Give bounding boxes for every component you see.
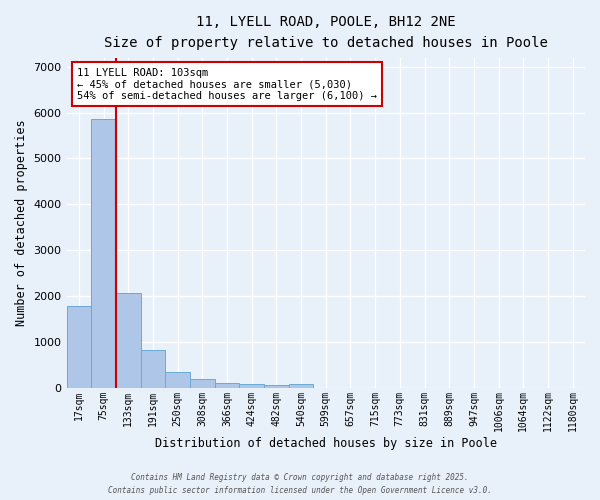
Bar bbox=[289, 384, 313, 388]
Bar bbox=[239, 384, 264, 388]
Title: 11, LYELL ROAD, POOLE, BH12 2NE
Size of property relative to detached houses in : 11, LYELL ROAD, POOLE, BH12 2NE Size of … bbox=[104, 15, 548, 50]
Text: 11 LYELL ROAD: 103sqm
← 45% of detached houses are smaller (5,030)
54% of semi-d: 11 LYELL ROAD: 103sqm ← 45% of detached … bbox=[77, 68, 377, 101]
Bar bbox=[190, 380, 215, 388]
Bar bbox=[116, 292, 140, 388]
Text: Contains HM Land Registry data © Crown copyright and database right 2025.
Contai: Contains HM Land Registry data © Crown c… bbox=[108, 474, 492, 495]
X-axis label: Distribution of detached houses by size in Poole: Distribution of detached houses by size … bbox=[155, 437, 497, 450]
Y-axis label: Number of detached properties: Number of detached properties bbox=[15, 120, 28, 326]
Bar bbox=[140, 350, 165, 388]
Bar bbox=[264, 385, 289, 388]
Bar bbox=[215, 383, 239, 388]
Bar bbox=[67, 306, 91, 388]
Bar bbox=[91, 118, 116, 388]
Bar bbox=[165, 372, 190, 388]
